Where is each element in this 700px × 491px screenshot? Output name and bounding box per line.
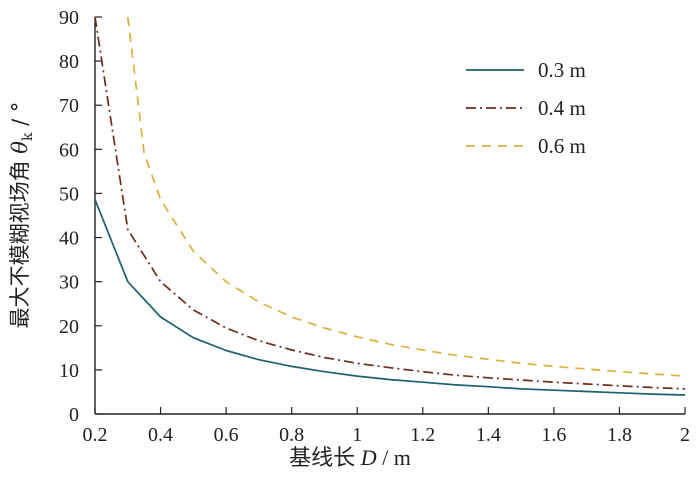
y-tick-label: 0 [69, 404, 79, 426]
y-axis-label-unit: / ° [7, 101, 32, 133]
x-axis-label-variable: D [360, 445, 377, 470]
y-tick-label: 60 [59, 139, 79, 161]
x-axis-label-unit: / m [376, 445, 411, 470]
y-tick-label: 70 [59, 95, 79, 117]
y-tick-label: 30 [59, 272, 79, 294]
y-tick-label: 50 [59, 183, 79, 205]
x-tick-label: 2 [680, 424, 690, 446]
y-tick-label: 90 [59, 7, 79, 29]
y-tick-label: 40 [59, 228, 79, 250]
series-line-2 [94, 16, 686, 390]
x-tick-label: 1 [352, 424, 362, 446]
y-tick-label: 20 [59, 316, 79, 338]
y-axis-label-subscript: k [20, 132, 37, 142]
series-line-3 [126, 16, 686, 377]
y-axis-label-variable: θ [7, 141, 32, 154]
x-tick-label: 0.8 [279, 424, 304, 446]
x-tick-label: 0.2 [83, 424, 108, 446]
x-tick-label: 1.8 [607, 424, 632, 446]
x-tick-label: 1.6 [541, 424, 566, 446]
x-tick-label: 1.4 [476, 424, 501, 446]
legend: 0.3 m 0.4 m 0.6 m [466, 58, 586, 158]
legend-label-1: 0.3 m [538, 58, 586, 82]
y-tick-label: 80 [59, 51, 79, 73]
axes: 0.2 0.4 0.6 0.8 1 1.2 1.4 1.6 1.8 201020304050607… [59, 7, 690, 446]
x-tick-label: 0.6 [214, 424, 239, 446]
legend-label-3: 0.6 m [538, 134, 586, 158]
legend-label-2: 0.4 m [538, 96, 586, 120]
series-line-1 [94, 199, 686, 396]
y-axis-label-text: 最大不模糊视场角 [7, 153, 32, 329]
y-axis-label: 最大不模糊视场角 θk / ° [4, 102, 36, 329]
series-layer [94, 16, 686, 396]
y-axis-label-container: 最大不模糊视场角 θk / ° [0, 0, 40, 491]
y-tick-label: 10 [59, 360, 79, 382]
x-tick-label: 0.4 [148, 424, 173, 446]
x-axis-label: 基线长 D / m [0, 440, 700, 472]
x-axis-label-text: 基线长 [289, 445, 361, 470]
x-tick-label: 1.2 [410, 424, 435, 446]
